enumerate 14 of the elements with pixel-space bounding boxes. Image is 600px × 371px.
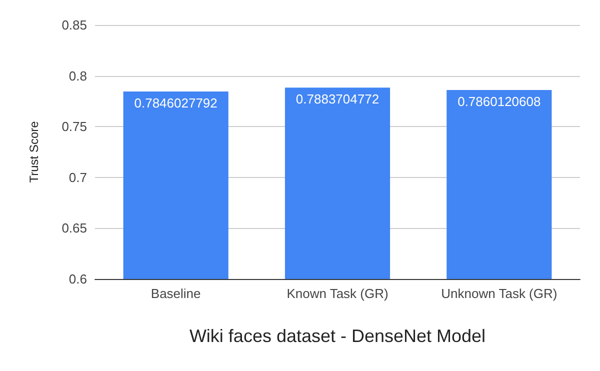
x-tick-label: Baseline <box>150 286 201 301</box>
data-label: 0.7846027792 <box>134 95 218 110</box>
y-tick-label: 0.7 <box>68 170 87 185</box>
y-tick-label: 0.8 <box>68 68 87 84</box>
data-label: 0.7883704772 <box>296 92 380 107</box>
y-tick-label: 0.65 <box>62 220 87 236</box>
y-tick-label: 0.6 <box>68 272 87 286</box>
x-tick-label: Known Task (GR) <box>286 286 388 301</box>
y-tick-label: 0.85 <box>62 18 87 32</box>
data-label: 0.7860120608 <box>458 94 541 110</box>
y-tick-label: 0.75 <box>62 119 87 134</box>
y-axis-title: Trust Score <box>27 120 41 183</box>
x-tick-label: Unknown Task (GR) <box>441 286 558 301</box>
x-axis-title: Wiki faces dataset - DenseNet Model <box>189 326 486 346</box>
